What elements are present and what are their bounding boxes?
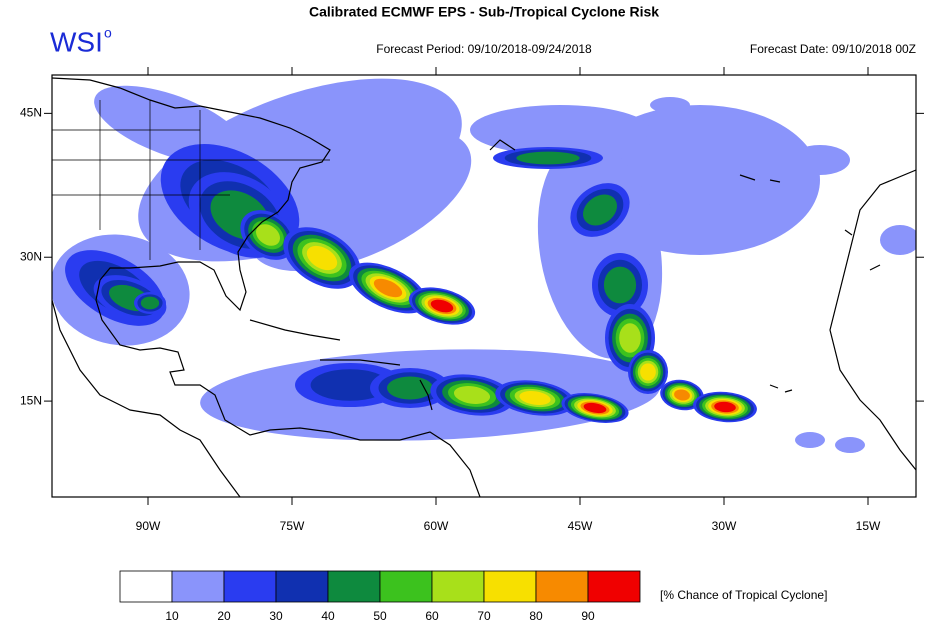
risk-area — [790, 145, 850, 175]
logo: WSI — [50, 26, 103, 57]
risk-area — [519, 391, 551, 405]
risk-area — [310, 369, 390, 401]
risk-area — [453, 386, 491, 404]
colorbar-box — [223, 570, 277, 603]
risk-area — [640, 363, 656, 381]
colorbar-tick-label: 40 — [321, 609, 335, 623]
x-tick-label: 75W — [280, 519, 305, 533]
colorbar-tick-label: 50 — [373, 609, 387, 623]
risk-area — [430, 299, 454, 313]
risk-area — [140, 296, 160, 310]
colorbar-box — [171, 570, 225, 603]
colorbar-tick-label: 30 — [269, 609, 283, 623]
forecast-date: Forecast Date: 09/10/2018 00Z — [750, 42, 916, 56]
colorbar-tick-label: 70 — [477, 609, 491, 623]
x-tick-label: 60W — [424, 519, 449, 533]
x-tick-label: 90W — [136, 519, 161, 533]
map-frame — [51, 74, 917, 498]
colorbar-box — [119, 570, 173, 603]
risk-area — [603, 266, 637, 304]
risk-area — [387, 376, 433, 400]
risk-area — [373, 278, 403, 298]
x-tick-label: 15W — [856, 519, 881, 533]
risk-area — [256, 224, 280, 246]
forecast-period: Forecast Period: 09/10/2018-09/24/2018 — [376, 42, 592, 56]
x-tick-label: 45W — [568, 519, 593, 533]
colorbar-tick-label: 80 — [529, 609, 543, 623]
y-tick-label: 15N — [20, 393, 42, 407]
y-tick-label: 45N — [20, 106, 42, 120]
coastlines — [52, 77, 916, 497]
colorbar-box — [379, 570, 433, 603]
colorbar-tick-label: 10 — [165, 609, 179, 623]
x-tick-label: 30W — [712, 519, 737, 533]
risk-layer — [52, 78, 916, 453]
colorbar-tick-label: 90 — [581, 609, 595, 623]
colorbar-tick-label: 60 — [425, 609, 439, 623]
title: Calibrated ECMWF EPS - Sub-/Tropical Cyc… — [309, 4, 659, 20]
risk-area — [795, 432, 825, 448]
colorbar-box — [327, 570, 381, 603]
risk-area — [674, 389, 690, 401]
colorbar-box — [483, 570, 537, 603]
risk-area — [516, 151, 580, 165]
risk-area — [306, 245, 338, 271]
colorbar-box — [587, 570, 641, 603]
risk-area — [582, 194, 618, 226]
colorbar-label: [% Chance of Tropical Cyclone] — [660, 588, 827, 602]
colorbar-box — [431, 570, 485, 603]
colorbar-box — [275, 570, 329, 603]
risk-area — [880, 225, 916, 255]
risk-area — [583, 402, 607, 414]
risk-area — [650, 97, 690, 113]
risk-area — [835, 437, 865, 453]
colorbar: 10 20 30 40 50 60 70 80 90 — [119, 570, 641, 623]
risk-area — [714, 401, 736, 413]
axes: 90W 75W 60W 45W 30W 15W 45N 30N 15N — [20, 67, 924, 533]
risk-area — [619, 323, 641, 353]
colorbar-box — [535, 570, 589, 603]
logo-mark: o — [104, 25, 112, 41]
y-tick-label: 30N — [20, 249, 42, 263]
colorbar-tick-label: 20 — [217, 609, 231, 623]
risk-area — [470, 105, 650, 155]
